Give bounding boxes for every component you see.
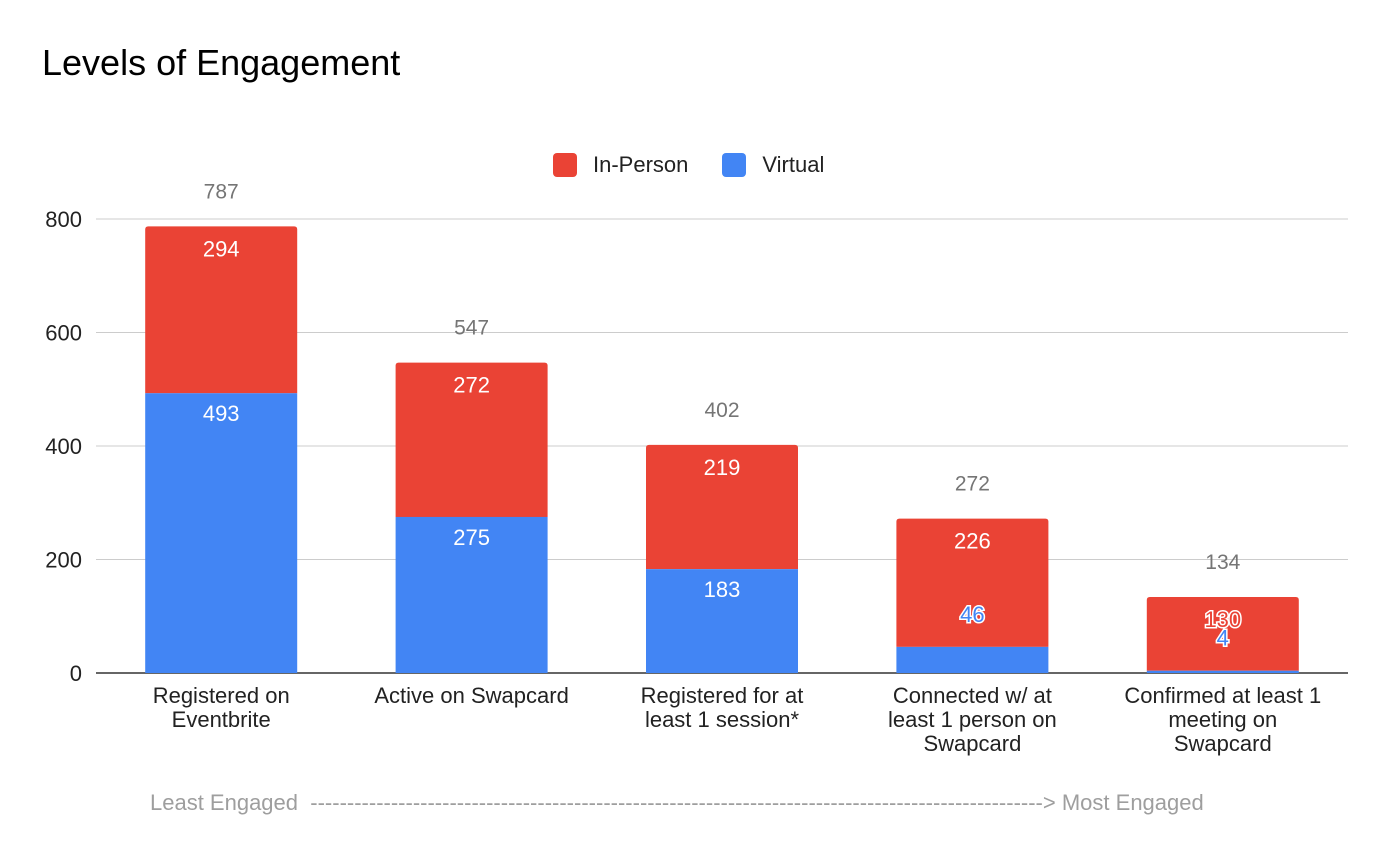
least-engaged-label: Least Engaged <box>150 790 299 815</box>
x-tick-label-0-0: Registered on <box>153 683 290 708</box>
x-tick-label-3-1: least 1 person on <box>888 707 1057 732</box>
chart-title: Levels of Engagement <box>42 42 401 83</box>
x-tick-label-3-0: Connected w/ at <box>893 683 1052 708</box>
y-tick-label-0: 0 <box>70 661 82 686</box>
data-label-in-person-1: 272 <box>453 373 490 398</box>
legend-swatch-in-person <box>553 153 577 177</box>
data-label-in-person-2: 219 <box>704 455 741 480</box>
total-label-4: 134 <box>1205 551 1240 574</box>
total-label-1: 547 <box>454 317 489 340</box>
legend-item-in-person: In-Person <box>553 152 688 178</box>
data-label-in-person-0: 294 <box>203 236 240 261</box>
bar-in-person-3 <box>896 518 1049 647</box>
x-tick-label-4-2: Swapcard <box>1174 731 1272 756</box>
data-label-virtual-0: 493 <box>203 401 240 426</box>
bar-in-person-4 <box>1146 596 1299 671</box>
legend-label-in-person: In-Person <box>593 152 689 177</box>
x-tick-label-1-0: Active on Swapcard <box>374 683 568 708</box>
total-label-2: 402 <box>704 399 739 422</box>
total-label-3: 272 <box>955 473 990 496</box>
bar-in-person-2 <box>646 444 798 570</box>
bar-virtual-1 <box>395 516 548 673</box>
bar-virtual-0 <box>145 393 298 673</box>
bar-in-person-0 <box>145 226 298 394</box>
bar-in-person-1 <box>395 362 548 517</box>
engagement-arrow: ----------------------------------------… <box>310 790 1056 815</box>
legend-swatch-virtual <box>722 153 747 177</box>
y-tick-label-400: 400 <box>45 434 82 459</box>
y-tick-label-200: 200 <box>45 548 82 573</box>
most-engaged-label: Most Engaged <box>1061 790 1204 815</box>
x-tick-label-2-1: least 1 session* <box>645 707 800 732</box>
x-tick-label-4-1: meeting on <box>1168 707 1277 732</box>
legend-label-virtual: Virtual <box>762 152 825 177</box>
engagement-scale: Least Engaged --------------------------… <box>150 790 1204 816</box>
data-label-virtual-2: 183 <box>704 577 741 602</box>
data-label-virtual-4: 4 <box>1217 626 1229 651</box>
total-label-0: 787 <box>204 180 239 203</box>
data-label-in-person-4: 130 <box>1204 607 1241 632</box>
legend: In-Person Virtual <box>553 152 858 178</box>
bar-virtual-4 <box>1146 670 1299 673</box>
bar-virtual-3 <box>896 646 1049 673</box>
data-label-virtual-1: 275 <box>453 525 490 550</box>
bar-virtual-2 <box>646 569 798 673</box>
data-label-in-person-3: 226 <box>954 529 991 554</box>
data-label-virtual-3: 46 <box>960 602 984 627</box>
y-tick-label-800: 800 <box>45 207 82 232</box>
x-tick-label-2-0: Registered for at <box>641 683 804 708</box>
legend-item-virtual: Virtual <box>722 152 824 178</box>
y-tick-label-600: 600 <box>45 321 82 346</box>
x-tick-label-3-2: Swapcard <box>923 731 1021 756</box>
x-tick-label-4-0: Confirmed at least 1 <box>1124 683 1321 708</box>
x-tick-label-0-1: Eventbrite <box>172 707 271 732</box>
